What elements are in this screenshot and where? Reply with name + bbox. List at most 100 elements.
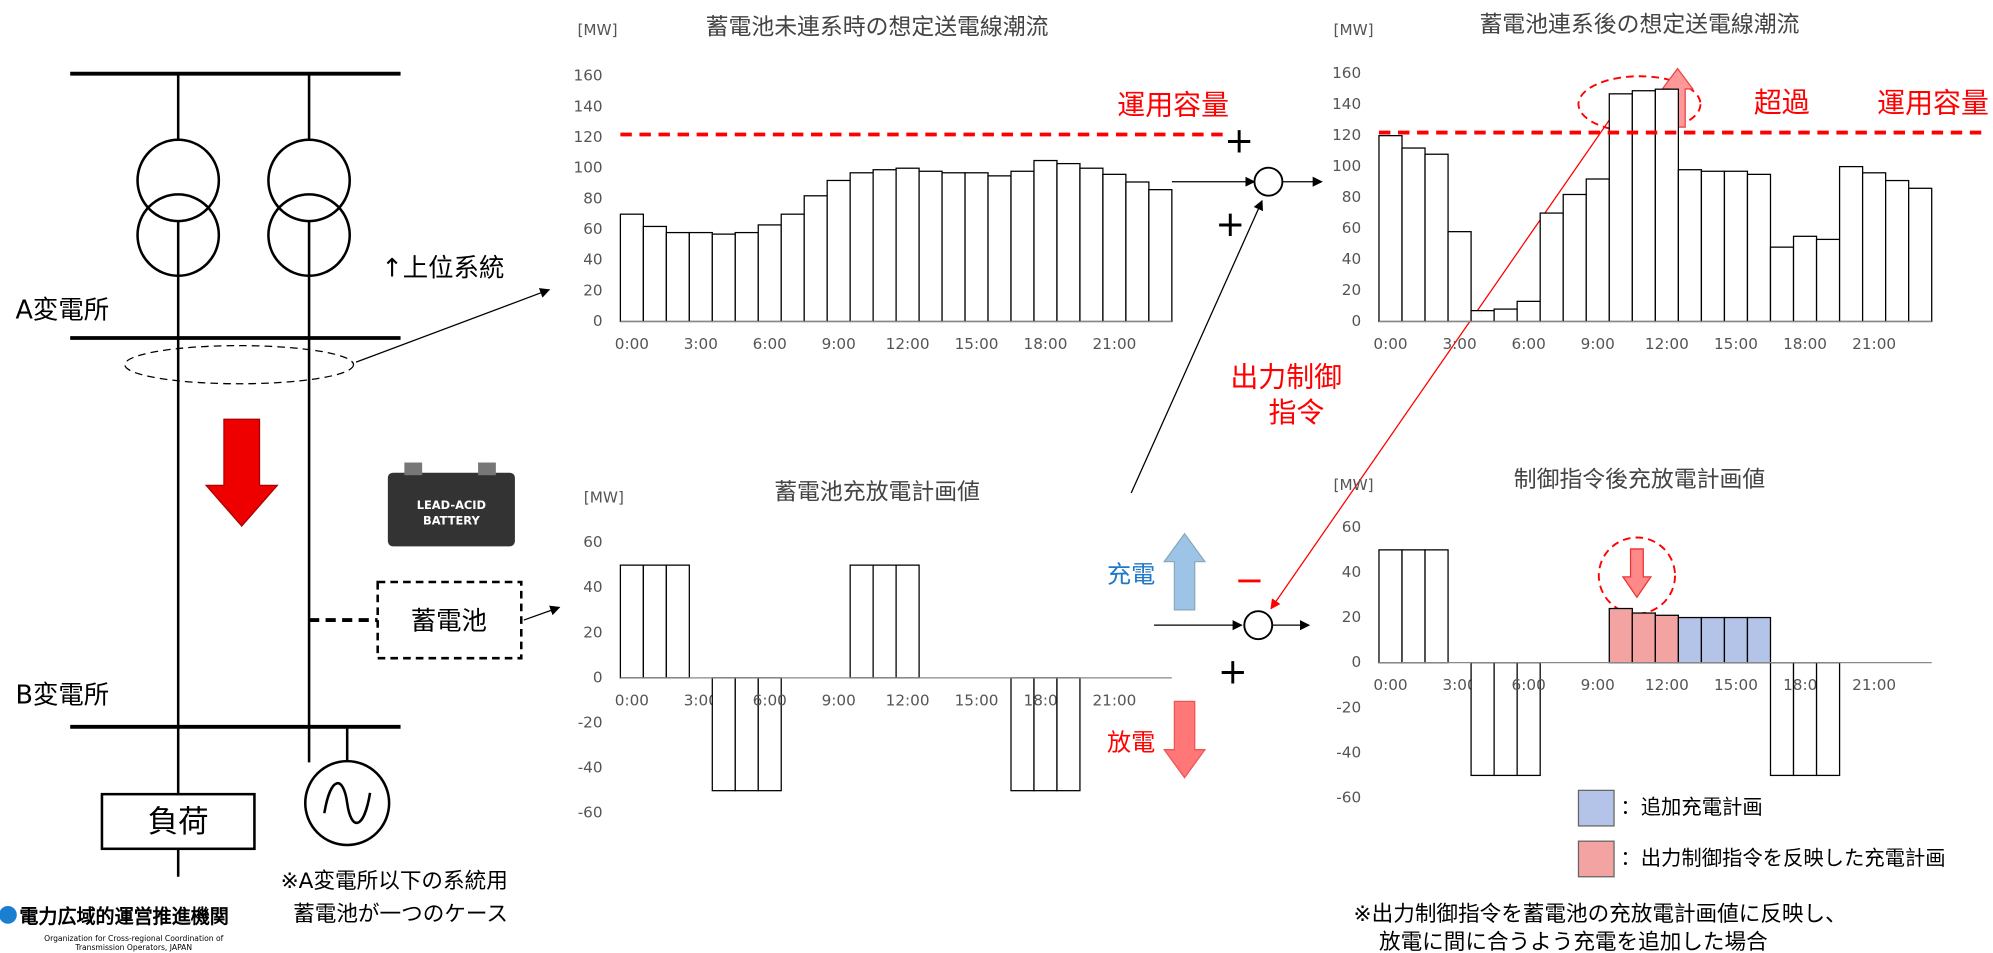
x-tick-label: 0:00 xyxy=(615,691,649,709)
logo: Transmission Operators, JAPAN xyxy=(74,943,192,952)
y-tick-label: -20 xyxy=(1336,698,1361,716)
bar xyxy=(711,677,736,792)
bar xyxy=(642,225,667,323)
y-tick-label: 20 xyxy=(1342,281,1361,299)
logo: 電力広域的運営推進機関 xyxy=(19,905,229,928)
y-tick-label: 60 xyxy=(583,220,602,238)
bar xyxy=(1424,549,1449,664)
chart-title: 蓄電池未連系時の想定送電線潮流 xyxy=(706,14,1049,40)
y-tick-label: 40 xyxy=(583,578,602,596)
bar xyxy=(1493,308,1518,323)
bar xyxy=(1723,616,1749,664)
axis-label: [MW] xyxy=(584,489,624,507)
operator: + xyxy=(1218,651,1248,692)
bar xyxy=(734,231,759,323)
bar xyxy=(1447,231,1472,323)
bar xyxy=(1815,238,1841,323)
y-tick-label: 140 xyxy=(1332,95,1361,113)
bar xyxy=(1700,616,1726,664)
label: 充電 xyxy=(1107,561,1155,589)
y-tick-label: 0 xyxy=(593,312,603,330)
y-tick-label: 120 xyxy=(1332,126,1361,144)
chart-title: 蓄電池連系後の想定送電線潮流 xyxy=(1479,12,1799,38)
bar xyxy=(987,175,1012,323)
bar xyxy=(849,172,874,323)
label: ↑上位系統 xyxy=(381,252,504,282)
bar xyxy=(1401,549,1426,664)
label: LEAD-ACID xyxy=(417,498,486,512)
bar xyxy=(1562,193,1587,323)
y-tick-label: 60 xyxy=(1342,518,1361,536)
y-tick-label: -60 xyxy=(578,804,603,822)
bar xyxy=(1654,614,1680,664)
bar xyxy=(1631,90,1656,323)
label: 負荷 xyxy=(148,805,209,840)
bar xyxy=(642,564,667,679)
note: 蓄電池が一つのケース xyxy=(293,902,508,927)
x-tick-label: 21:00 xyxy=(1092,335,1136,353)
bar xyxy=(619,213,644,323)
legend-swatch xyxy=(1577,789,1615,827)
label: 蓄電池 xyxy=(411,606,487,636)
bar xyxy=(1401,147,1426,323)
y-tick-label: 100 xyxy=(574,159,603,177)
bar xyxy=(1470,310,1495,323)
bar xyxy=(1033,159,1058,323)
label: 指令 xyxy=(1268,396,1324,429)
bar xyxy=(1746,616,1772,664)
bar xyxy=(1378,135,1403,323)
x-tick-label: 21:00 xyxy=(1852,676,1896,694)
bar xyxy=(1148,189,1173,323)
legend-label: ：出力制御指令を反映した充電計画 xyxy=(1620,846,1945,870)
note: ※A変電所以下の系統用 xyxy=(281,869,508,894)
y-tick-label: 20 xyxy=(583,623,602,641)
note: ※出力制御指令を蓄電池の充放電計画値に反映し、 xyxy=(1354,902,1847,927)
axis-label: [MW] xyxy=(577,21,617,39)
x-tick-label: 18:00 xyxy=(1024,335,1068,353)
y-tick-label: -60 xyxy=(1336,788,1361,806)
bar xyxy=(1056,677,1081,792)
y-tick-label: 40 xyxy=(1342,250,1361,268)
bar xyxy=(941,172,966,323)
connectors xyxy=(1130,67,1702,779)
y-tick-label: 100 xyxy=(1332,157,1361,175)
y-tick-label: 40 xyxy=(1342,563,1361,581)
x-tick-label: 21:00 xyxy=(1092,691,1136,709)
axis-label: [MW] xyxy=(1334,21,1374,39)
y-tick-label: 20 xyxy=(1342,608,1361,626)
bar xyxy=(1010,170,1035,323)
label: A変電所 xyxy=(16,294,110,324)
x-tick-label: 0:00 xyxy=(1373,335,1407,353)
chart-title: 制御指令後充放電計画値 xyxy=(1514,467,1765,493)
bar xyxy=(1838,165,1864,323)
bar xyxy=(1908,187,1933,323)
bar xyxy=(826,179,851,323)
x-tick-label: 15:00 xyxy=(1714,335,1758,353)
bar xyxy=(1677,616,1703,664)
logo: Organization for Cross-regional Coordina… xyxy=(44,934,224,943)
operator: − xyxy=(1234,560,1264,601)
x-tick-label: 15:00 xyxy=(1714,676,1758,694)
y-tick-label: 160 xyxy=(574,67,603,85)
x-tick-label: 0:00 xyxy=(615,335,649,353)
label: 出力制御 xyxy=(1230,361,1342,394)
bar xyxy=(1723,170,1749,323)
y-tick-label: 0 xyxy=(1351,312,1361,330)
bar xyxy=(1861,172,1887,323)
bar xyxy=(895,167,920,323)
x-tick-label: 12:00 xyxy=(1645,676,1689,694)
chart-title: 蓄電池充放電計画値 xyxy=(774,480,980,506)
bar xyxy=(872,564,897,679)
bar xyxy=(1424,153,1449,323)
bar xyxy=(1125,181,1150,323)
label: 超過 xyxy=(1754,86,1810,119)
bar xyxy=(780,213,805,323)
label: B変電所 xyxy=(16,679,110,709)
y-tick-label: 80 xyxy=(1342,188,1361,206)
operator: + xyxy=(1224,120,1254,161)
bar xyxy=(964,172,989,323)
bar xyxy=(1516,300,1541,323)
bar xyxy=(1700,170,1726,323)
bar xyxy=(1654,88,1680,323)
x-tick-label: 3:00 xyxy=(1442,335,1476,353)
